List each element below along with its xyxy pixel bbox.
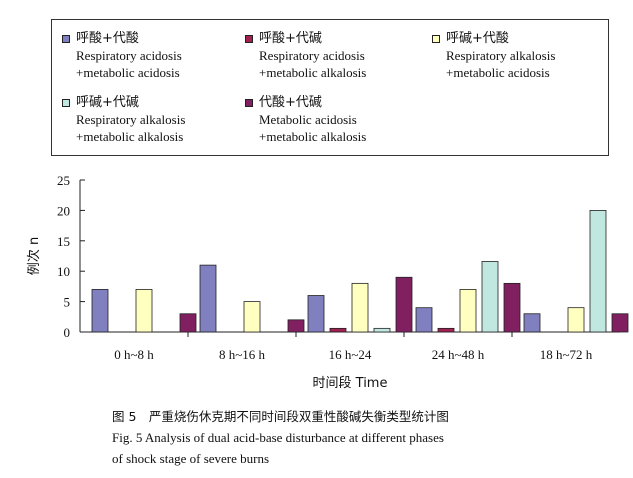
y-tick-label: 15 — [57, 234, 70, 249]
legend-label-cn: 呼酸+代酸 — [76, 31, 139, 46]
legend-label-cn: 呼酸+代碱 — [259, 31, 322, 46]
legend-label-en: +metabolic alkalosis — [76, 129, 184, 144]
x-tick-label: 24 h~48 h — [432, 347, 485, 362]
bar — [373, 327, 391, 333]
bar — [415, 307, 433, 333]
legend-label-en: Respiratory alkalosis — [446, 48, 556, 63]
bar — [135, 289, 153, 333]
bar — [329, 327, 347, 333]
legend-item-resp-acid-met-acid: 呼酸+代酸 Respiratory acidosis +metabolic ac… — [62, 30, 182, 81]
legend-label-cn: 呼碱+代碱 — [76, 95, 139, 110]
y-tick-label: 25 — [57, 173, 70, 188]
bar — [567, 307, 585, 333]
legend-label-en: +metabolic acidosis — [76, 65, 180, 80]
x-axis-title: 时间段 Time — [313, 376, 388, 391]
y-tick-label: 5 — [64, 295, 71, 310]
bar — [589, 209, 607, 333]
bar — [459, 289, 477, 333]
legend-label-cn: 呼碱+代酸 — [446, 31, 509, 46]
bar — [523, 313, 541, 333]
chart-legend: 呼酸+代酸 Respiratory acidosis +metabolic ac… — [51, 19, 609, 156]
figure-caption-cn: 图 5 严重烧伤休克期不同时间段双重性酸碱失衡类型统计图 — [112, 409, 449, 424]
x-tick-label: 16 h~24 — [329, 347, 372, 362]
legend-label-en: Respiratory alkalosis — [76, 112, 186, 127]
y-tick-label: 20 — [57, 203, 70, 218]
bar — [395, 276, 413, 333]
legend-swatch — [62, 35, 70, 43]
x-tick-label: 18 h~72 h — [540, 347, 593, 362]
bar — [437, 327, 455, 333]
legend-item-resp-alk-met-alk: 呼碱+代碱 Respiratory alkalosis +metabolic a… — [62, 94, 185, 145]
legend-item-met-acid-met-alk: 代酸+代碱 Metabolic acidosis +metabolic alka… — [245, 94, 366, 145]
bar — [199, 264, 217, 333]
legend-swatch — [432, 35, 440, 43]
bar — [179, 313, 197, 333]
y-axis-title: 例次 n — [26, 237, 42, 275]
legend-label-en: +metabolic alkalosis — [259, 65, 367, 80]
bar — [503, 282, 521, 333]
legend-swatch — [62, 99, 70, 107]
bar — [611, 313, 629, 333]
bar — [307, 295, 325, 333]
x-tick-label: 8 h~16 h — [219, 347, 266, 362]
y-tick-label: 0 — [64, 325, 71, 340]
x-tick-label: 0 h~8 h — [114, 347, 154, 362]
bar — [351, 282, 369, 333]
legend-label-en: +metabolic acidosis — [446, 65, 550, 80]
legend-label-en: Respiratory acidosis — [259, 48, 365, 63]
bar — [287, 319, 305, 333]
figure-caption-en-line1: Fig. 5 Analysis of dual acid-base distur… — [112, 430, 444, 445]
y-tick-label: 10 — [57, 264, 70, 279]
bar — [243, 301, 261, 333]
figure-caption-en-line2: of shock stage of severe burns — [112, 451, 270, 466]
legend-label-en: Respiratory acidosis — [76, 48, 182, 63]
legend-swatch — [245, 35, 253, 43]
legend-item-resp-acid-met-alk: 呼酸+代碱 Respiratory acidosis +metabolic al… — [245, 30, 366, 81]
legend-swatch — [245, 99, 253, 107]
legend-item-resp-alk-met-acid: 呼碱+代酸 Respiratory alkalosis +metabolic a… — [432, 30, 555, 81]
bar-chart: 0 5 10 15 20 25 例次 n 0 h~8 h 8 h~16 h 16 h~24 24 h… — [26, 173, 629, 391]
legend-label-cn: 代酸+代碱 — [259, 95, 322, 110]
legend-label-en: Metabolic acidosis — [259, 112, 357, 127]
legend-label-en: +metabolic alkalosis — [259, 129, 367, 144]
bar — [481, 261, 499, 333]
bar — [91, 289, 109, 333]
